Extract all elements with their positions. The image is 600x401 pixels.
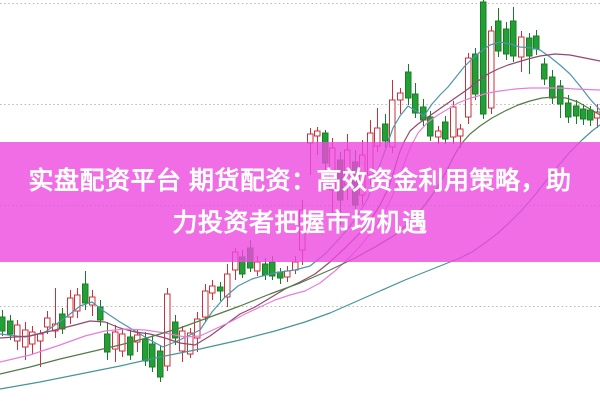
candle-body-down — [209, 285, 216, 294]
candle-body-up — [557, 85, 564, 105]
candle-body-up — [510, 20, 517, 57]
candle-body-up — [480, 1, 487, 115]
candle-body-up — [495, 20, 502, 52]
candle-body-down — [37, 333, 44, 342]
candle-body-down — [194, 318, 201, 339]
candle-body-down — [254, 261, 261, 272]
candle-body-up — [0, 316, 6, 332]
candle-body-up — [7, 320, 14, 335]
candle-body-up — [262, 263, 269, 276]
candle-body-up — [427, 116, 434, 137]
candle-body-down — [44, 317, 51, 328]
candle-body-down — [284, 270, 291, 278]
candle-body-down — [164, 293, 171, 367]
candle-body-up — [127, 336, 134, 356]
banner-text-line-1: 实盘配资平台 期货配资：高效资金利用策略，助 — [28, 167, 572, 195]
candle-body-up — [442, 121, 449, 140]
candle-body-down — [14, 324, 21, 342]
candle-body-up — [149, 343, 156, 368]
candle-body-down — [74, 294, 81, 312]
candle-body-down — [112, 331, 119, 350]
candle-body-down — [22, 329, 29, 348]
candle-body-up — [157, 350, 164, 378]
candle-body-up — [472, 53, 479, 95]
candle-body-down — [224, 273, 231, 298]
candle-body-up — [541, 63, 548, 80]
candle-body-up — [405, 71, 412, 99]
candle-body-up — [217, 286, 224, 292]
candle-body-up — [565, 102, 572, 118]
candle-body-up — [82, 283, 89, 304]
candle-body-down — [389, 99, 396, 148]
candle-body-up — [412, 93, 419, 114]
candle-body-up — [533, 35, 540, 50]
candle-body-up — [269, 261, 276, 277]
candle-body-down — [52, 323, 59, 332]
candle-body-down — [450, 106, 457, 138]
candle-body-down — [488, 30, 495, 109]
candle-body-down — [397, 92, 404, 101]
candle-body-down — [202, 290, 209, 318]
candle-body-down — [119, 333, 126, 352]
candle-body-down — [435, 130, 442, 138]
candle-body-up — [382, 123, 389, 142]
candle-body-up — [526, 37, 533, 57]
candle-body-up — [587, 109, 594, 121]
banner-text-line-2: 力投资者把握市场机遇 — [172, 209, 428, 237]
candle-body-down — [179, 330, 186, 352]
candle-body-down — [67, 297, 74, 318]
candle-body-up — [97, 306, 104, 321]
promo-banner: 实盘配资平台 期货配资：高效资金利用策略，助 力投资者把握市场机遇 — [0, 142, 600, 262]
candle-body-down — [457, 128, 464, 137]
candle-body-down — [89, 296, 96, 306]
candle-body-up — [104, 333, 111, 353]
candle-body-down — [134, 334, 141, 343]
candle-body-up — [573, 105, 580, 117]
candle-body-down — [594, 111, 600, 119]
candle-body-up — [142, 338, 149, 362]
candle-body-down — [314, 130, 321, 137]
candle-body-up — [580, 108, 587, 120]
candle-body-down — [29, 331, 36, 345]
candle-body-down — [465, 57, 472, 118]
candle-body-up — [503, 28, 510, 55]
